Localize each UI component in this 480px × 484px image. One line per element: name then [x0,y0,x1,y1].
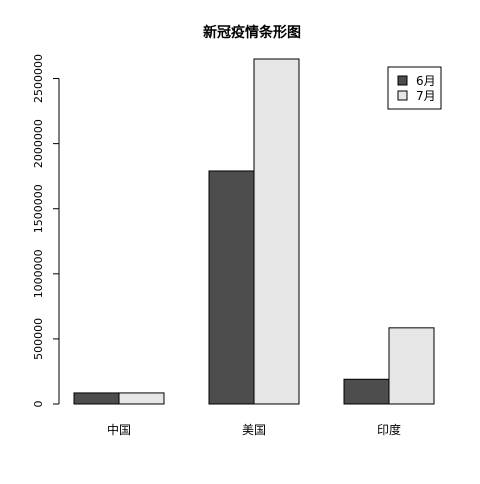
y-tick-label: 500000 [32,318,45,360]
legend-swatch [398,76,407,85]
y-tick-label: 2000000 [32,119,45,168]
y-tick-label: 1000000 [32,249,45,298]
bar-1-series-1 [74,393,119,404]
x-category-label: 中国 [107,422,131,437]
y-tick-label: 2500000 [32,54,45,103]
y-axis: 0 500000 1000000 1500000 2000000 2500000 [32,54,59,407]
legend-swatch [398,91,407,100]
bar-2-series-1 [209,171,254,404]
bars-group [74,59,434,404]
legend-label: 6月 [416,74,436,88]
x-category-label: 美国 [242,423,266,437]
x-category-label: 印度 [377,422,401,437]
bar-1-series-2 [119,393,164,404]
bar-2-series-2 [254,59,299,404]
chart-title: 新冠疫情条形图 [203,24,301,41]
legend-label: 7月 [416,89,436,103]
x-axis-labels: 中国 美国 印度 [107,422,401,437]
bar-3-series-1 [344,379,389,404]
y-tick-label: 0 [32,401,45,408]
bar-3-series-2 [389,328,434,404]
y-tick-label: 1500000 [32,184,45,233]
